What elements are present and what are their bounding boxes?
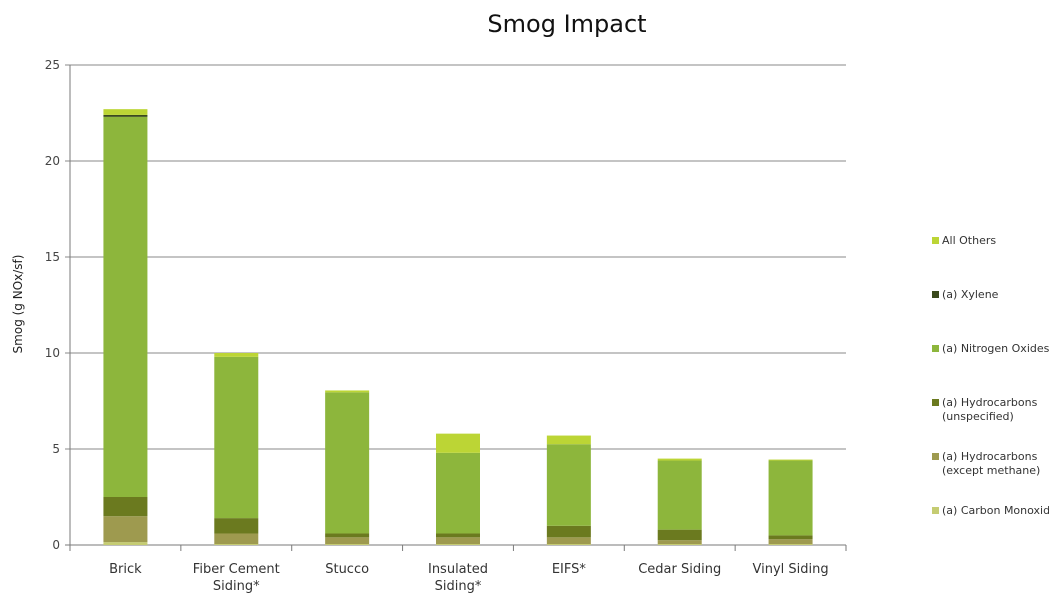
legend: All Others (a) Xylene (a) Nitrogen Oxides (… (932, 234, 1049, 517)
bar-segment (436, 533, 480, 538)
legend-label: (a) Xylene (942, 288, 999, 301)
x-axis (69, 65, 847, 551)
category-label: EIFS* (552, 562, 587, 577)
bar-segment (436, 537, 480, 545)
y-axis-ticks: 0 5 10 15 20 25 (45, 58, 60, 552)
bar-segment (768, 535, 813, 540)
bar-segment (546, 525, 591, 538)
bar-segment (103, 497, 148, 517)
chart-title: Smog Impact (487, 10, 646, 38)
bar-segment (103, 114, 148, 117)
bar-segment (657, 544, 702, 545)
bar-segment (325, 544, 370, 545)
bar-segment (768, 460, 813, 536)
category-label: Vinyl Siding (753, 562, 829, 577)
bar-segment (768, 539, 813, 545)
y-axis-label: Smog (g NOx/sf) (11, 255, 25, 354)
bar-segment (214, 518, 259, 534)
bar-segment (546, 444, 591, 526)
bar-segment (214, 353, 259, 357)
bar-segment (325, 392, 370, 534)
legend-label: (a) Nitrogen Oxides (942, 342, 1049, 355)
bar-segment (103, 116, 148, 497)
legend-label: (a) Hydrocarbons (except methane) (942, 450, 1040, 477)
legend-swatch (932, 399, 939, 406)
bar-segment (657, 529, 702, 541)
bar-segment (657, 458, 702, 461)
legend-swatch (932, 237, 939, 244)
bar-segment (768, 544, 813, 545)
bar-segment (657, 460, 702, 530)
y-tick-label: 25 (45, 58, 60, 72)
legend-label: All Others (942, 234, 996, 247)
y-tick-label: 5 (52, 442, 60, 456)
category-label: Cedar Siding (638, 562, 721, 577)
bars (103, 109, 813, 545)
bar-segment (214, 533, 259, 545)
bar-segment (436, 433, 480, 453)
legend-swatch (932, 345, 939, 352)
bar-segment (768, 459, 813, 461)
y-tick-label: 15 (45, 250, 60, 264)
y-tick-label: 20 (45, 154, 60, 168)
gridlines (65, 64, 846, 546)
category-label: Fiber Cement Siding* (193, 562, 280, 594)
legend-swatch (932, 507, 939, 514)
legend-label: (a) Carbon Monoxide (942, 504, 1049, 517)
category-label: Stucco (325, 562, 369, 577)
bar-segment (546, 537, 591, 545)
y-tick-label: 0 (52, 538, 60, 552)
category-labels: Brick Fiber Cement Siding* Stucco Insulated S… (109, 562, 828, 594)
bar-segment (436, 544, 480, 545)
bar-segment (214, 356, 259, 519)
category-label: Brick (109, 562, 142, 577)
bar-segment (325, 533, 370, 538)
bar-segment (657, 540, 702, 545)
bar-segment (325, 390, 370, 393)
bar-segment (103, 516, 148, 543)
bar-segment (103, 542, 148, 545)
y-tick-label: 10 (45, 346, 60, 360)
bar-segment (546, 544, 591, 545)
legend-swatch (932, 291, 939, 298)
legend-swatch (932, 453, 939, 460)
legend-label: (a) Hydrocarbons (unspecified) (942, 396, 1038, 423)
bar-segment (546, 435, 591, 445)
bar-segment (325, 537, 370, 545)
bar-segment (103, 109, 148, 115)
bar-segment (436, 452, 480, 534)
category-label: Insulated Siding* (428, 562, 488, 594)
bar-segment (214, 544, 259, 545)
